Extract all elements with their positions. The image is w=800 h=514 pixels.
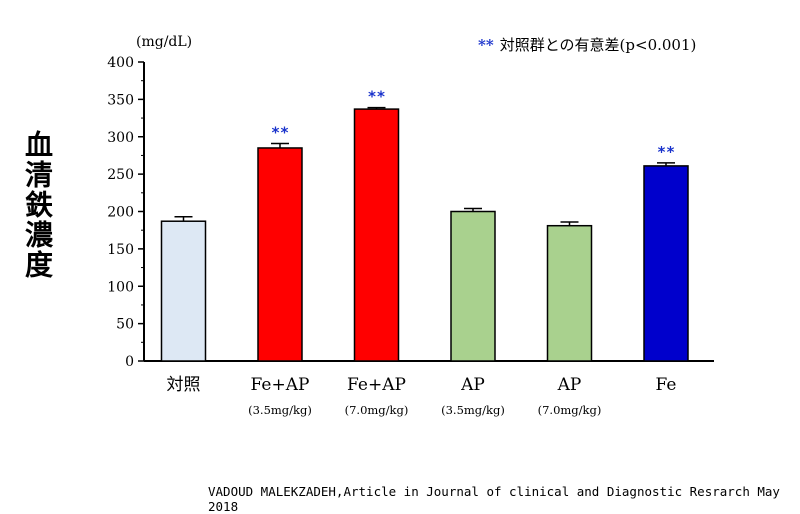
bar	[160, 220, 207, 362]
significance-marker: **	[657, 143, 675, 161]
credit-text: VADOUD MALEKZADEH,Article in Journal of …	[208, 484, 780, 514]
x-tick-label: Fe+AP	[251, 375, 310, 395]
legend-text: 対照群との有意差(p<0.001)	[499, 36, 697, 54]
y-axis-title: 血清鉄濃度	[21, 130, 54, 280]
y-tick-label: 0	[125, 354, 134, 370]
bar	[257, 147, 303, 362]
y-axis-unit: (mg/dL)	[136, 34, 193, 50]
y-tick-label: 350	[107, 92, 134, 108]
y-tick-label: 50	[116, 317, 134, 333]
x-tick-sublabel: (7.0mg/kg)	[538, 403, 602, 417]
x-tick-sublabel: (3.5mg/kg)	[441, 403, 505, 417]
bar	[546, 224, 593, 362]
bar	[643, 165, 689, 362]
legend-marker: **	[478, 36, 494, 54]
significance-marker: **	[367, 88, 385, 106]
x-tick-label: AP	[460, 375, 485, 395]
y-tick-label: 250	[107, 167, 134, 183]
x-tick-label: Fe+AP	[347, 375, 406, 395]
bar	[353, 108, 400, 362]
y-tick-label: 300	[107, 130, 134, 146]
y-tick-label: 100	[107, 279, 134, 295]
x-tick-label: AP	[557, 375, 582, 395]
significance-marker: **	[271, 123, 289, 141]
y-tick-label: 200	[107, 205, 134, 221]
legend: ** 対照群との有意差(p<0.001)	[478, 34, 696, 55]
y-tick-label: 150	[107, 242, 134, 258]
y-tick-label: 400	[107, 55, 134, 71]
x-tick-label: 対照	[167, 375, 201, 395]
bar	[450, 210, 496, 362]
x-tick-label: Fe	[656, 375, 677, 395]
x-tick-sublabel: (7.0mg/kg)	[345, 403, 409, 417]
x-tick-sublabel: (3.5mg/kg)	[248, 403, 312, 417]
